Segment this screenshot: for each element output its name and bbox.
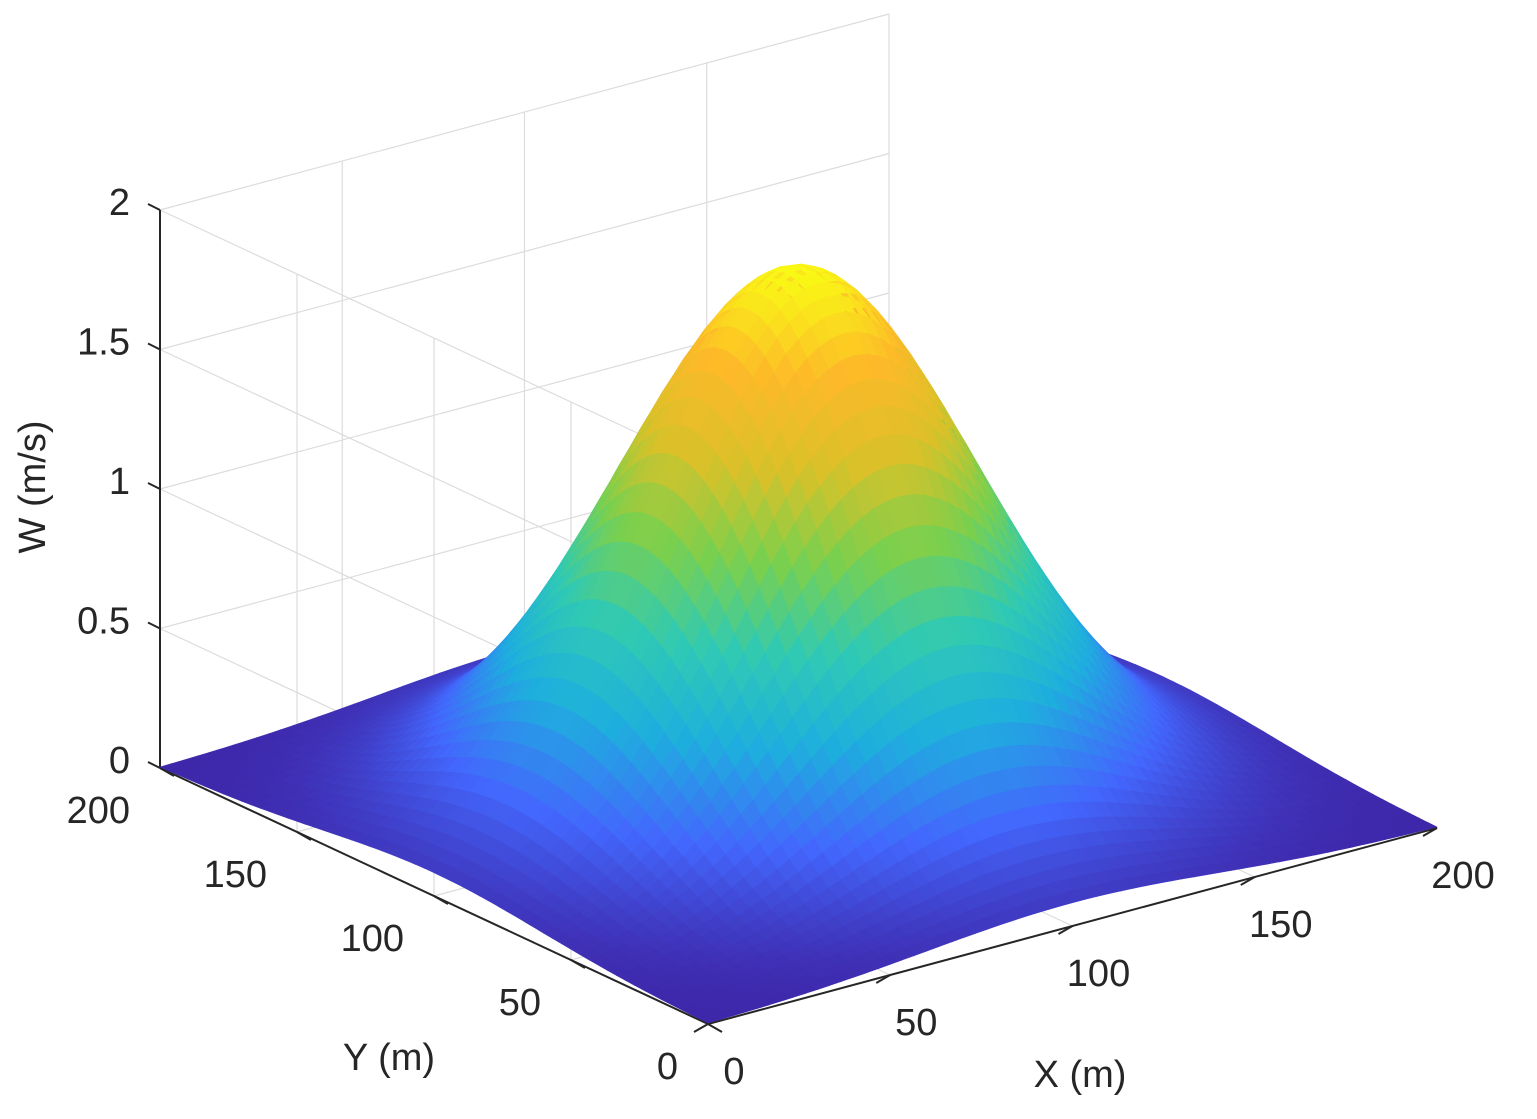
x-tick xyxy=(693,1023,709,1033)
surface-layer xyxy=(159,263,1438,1024)
x-tick-label: 100 xyxy=(1067,953,1130,995)
z-tick-label: 1.5 xyxy=(77,322,130,364)
grid-line xyxy=(159,209,709,467)
y-tick-label: 50 xyxy=(499,982,541,1024)
grid-line xyxy=(159,13,890,211)
x-tick xyxy=(1058,925,1073,935)
x-axis-label: X (m) xyxy=(1034,1054,1127,1096)
z-tick xyxy=(147,482,161,490)
x-tick xyxy=(1240,876,1256,886)
y-tick xyxy=(433,895,449,905)
x-tick-label: 50 xyxy=(895,1002,937,1044)
z-tick xyxy=(147,342,161,351)
y-tick-label: 150 xyxy=(204,854,267,896)
y-tick xyxy=(707,1023,723,1033)
grid-line xyxy=(159,152,890,351)
z-tick xyxy=(147,621,161,630)
y-tick-label: 200 xyxy=(67,790,130,832)
y-tick xyxy=(570,959,586,969)
z-tick xyxy=(147,203,161,211)
z-axis-label: W (m/s) xyxy=(12,421,54,554)
axes-layer xyxy=(147,203,1438,1033)
y-tick-label: 100 xyxy=(341,918,404,960)
z-tick-label: 2 xyxy=(109,182,130,224)
y-tick-label: 0 xyxy=(657,1046,678,1088)
z-tick-label: 1 xyxy=(109,461,130,503)
x-tick-label: 150 xyxy=(1249,904,1312,946)
z-tick xyxy=(147,761,161,769)
surface-facet xyxy=(1414,822,1438,831)
labels-layer: W (m/s) Y (m) X (m) 0 50 100 150 200 0 50 100 15… xyxy=(12,182,1495,1096)
x-tick xyxy=(875,974,891,984)
x-tick-label: 0 xyxy=(723,1051,744,1093)
z-tick-label: 0.5 xyxy=(77,601,130,643)
x-tick xyxy=(1422,827,1438,837)
y-tick xyxy=(159,767,175,777)
y-tick xyxy=(296,831,312,841)
z-tick-label: 0 xyxy=(109,740,130,782)
y-axis-label: Y (m) xyxy=(343,1037,435,1079)
x-tick-label: 200 xyxy=(1431,855,1494,897)
